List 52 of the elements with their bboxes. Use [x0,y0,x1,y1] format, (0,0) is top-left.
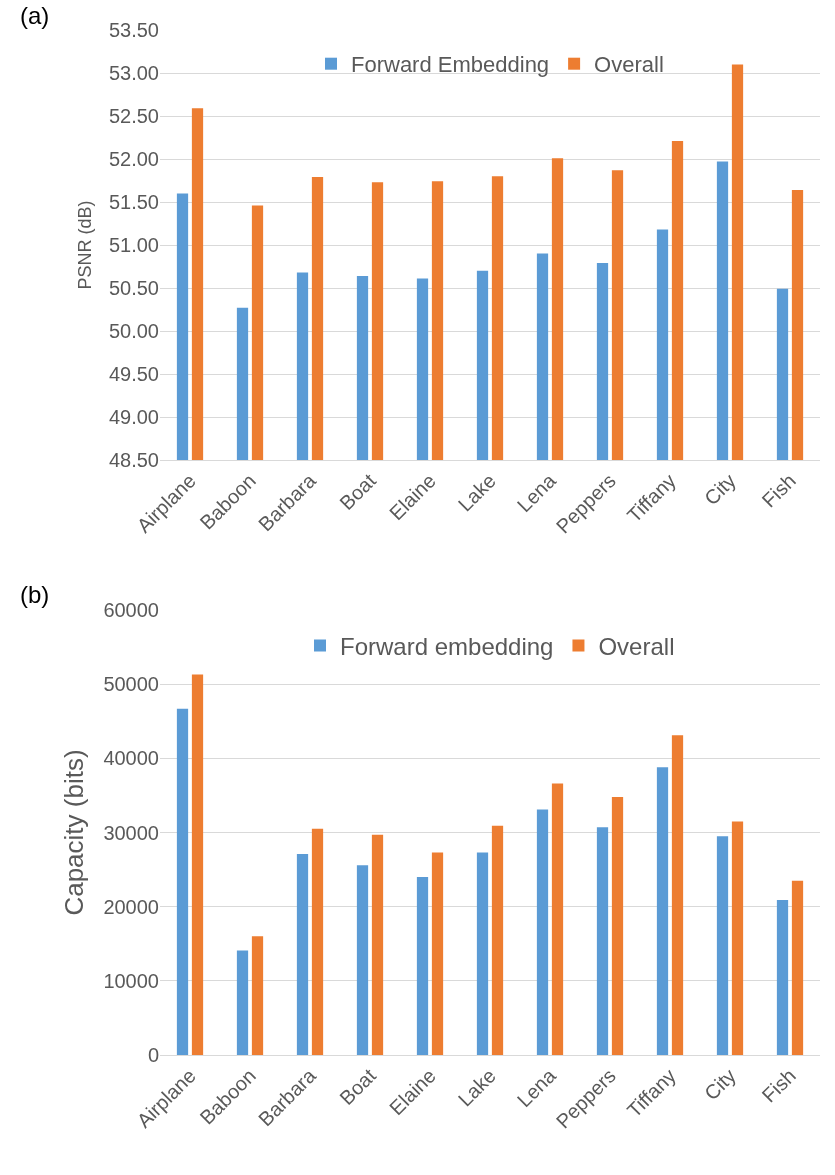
legend-label: Forward embedding [340,632,554,660]
bar [656,767,669,1055]
y-tick-label: 20000 [103,895,159,918]
x-tick-label: Fish [757,469,800,512]
bar [431,852,444,1055]
y-tick-label: 51.50 [108,191,159,213]
y-tick-label: 48.50 [108,449,159,471]
x-tick-label: City [699,469,740,510]
text: (a) [20,2,50,29]
bar [356,865,369,1055]
y-tick-label: 52.50 [108,105,159,127]
bar [236,950,249,1055]
legend-label: Overall [598,632,675,660]
bar [611,796,624,1055]
x-tick-label: Fish [757,1064,800,1107]
legend-label: Overall [594,52,664,78]
bar [731,821,744,1055]
y-tick-label: 53.00 [108,62,159,84]
y-tick-label: 53.50 [108,19,159,41]
y-axis-title: PSNR (dB) [75,200,96,290]
y-tick-label: 49.50 [108,363,159,385]
y-tick-label: 30000 [103,821,159,844]
bar [311,828,324,1055]
legend-label: Forward Embedding [351,52,550,78]
y-tick-label: 51.00 [108,234,159,256]
y-tick-label: 40000 [103,747,159,770]
bar [371,834,384,1055]
y-tick-label: 50.50 [108,277,159,299]
y-tick-label: 50.00 [108,320,159,342]
bar [476,852,489,1055]
y-axis-title: Capacity (bits) [58,749,89,916]
x-tick-label: City [699,1064,740,1105]
bar [251,936,264,1055]
bar [596,827,609,1055]
y-tick-label: 50000 [103,673,159,696]
y-tick-label: 49.00 [108,406,159,428]
y-tick-label: 52.00 [108,148,159,170]
bar [776,899,789,1055]
bar [416,877,429,1055]
bar [671,735,684,1055]
bar [791,880,804,1055]
y-tick-label: 60000 [103,599,159,621]
bar [491,825,504,1055]
y-tick-label: 10000 [103,969,159,992]
bar [296,854,309,1055]
bar [191,674,204,1055]
text: (b) [20,581,50,608]
bar [176,708,189,1055]
bar [536,809,549,1055]
bar [716,836,729,1055]
bar [551,783,564,1055]
y-tick-label: 0 [147,1044,159,1066]
